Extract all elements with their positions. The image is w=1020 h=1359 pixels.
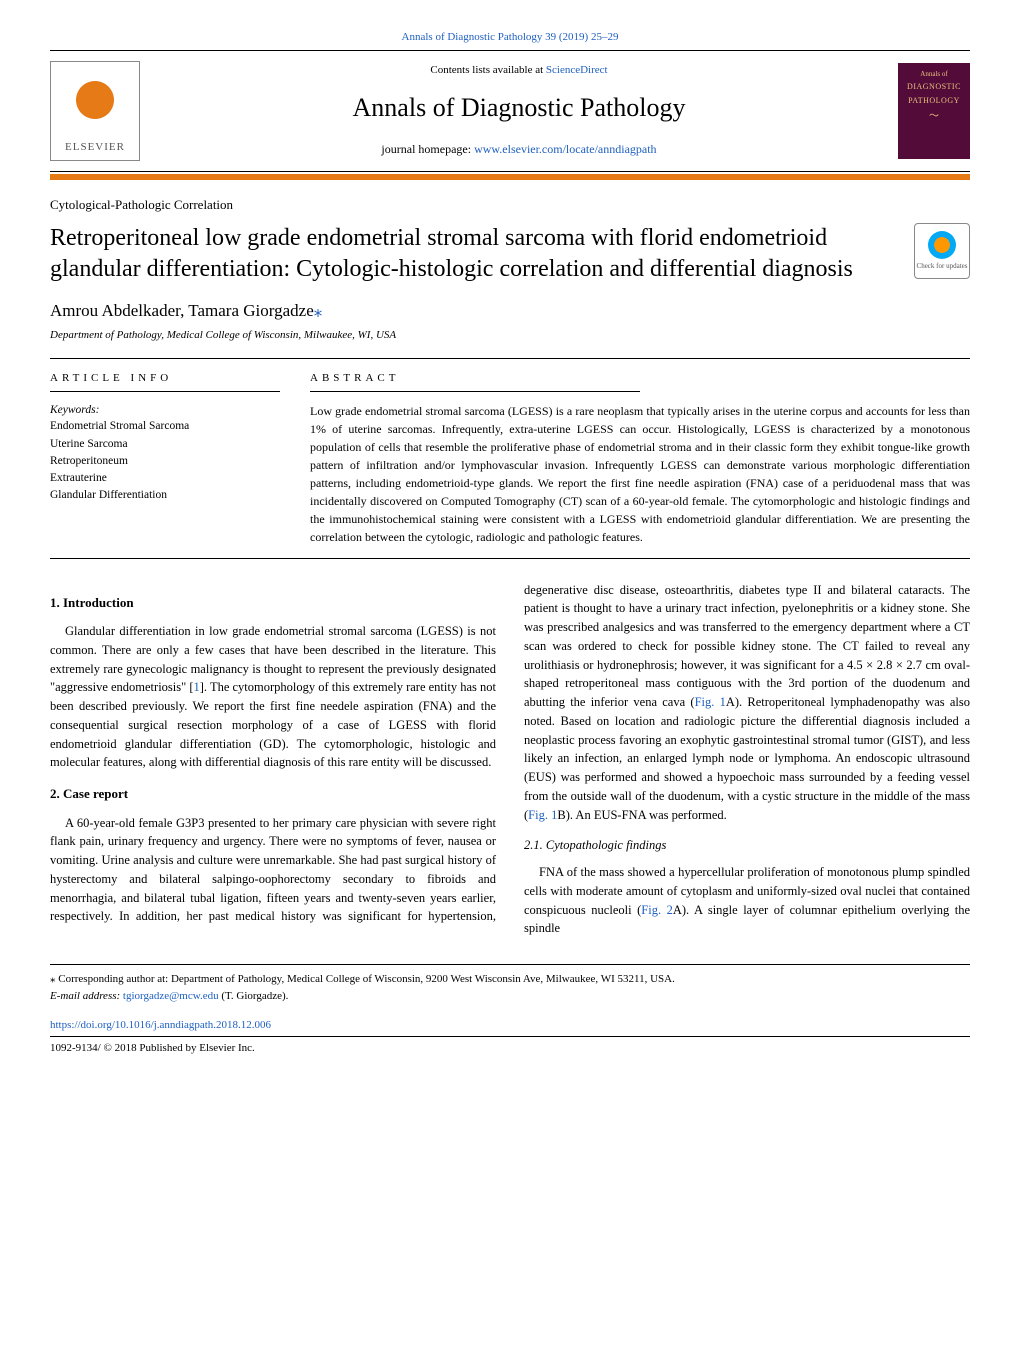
sciencedirect-link[interactable]: ScienceDirect [546,64,608,76]
rule [50,1036,970,1037]
elsevier-tree-icon [65,76,125,136]
cover-line3: PATHOLOGY [900,95,968,107]
journal-homepage: journal homepage: www.elsevier.com/locat… [140,141,898,158]
corresponding-footnote: ⁎ Corresponding author at: Department of… [50,971,970,1004]
keyword: Uterine Sarcoma [50,436,280,453]
updates-label: Check for updates [917,261,968,271]
cover-deco-icon: 〜 [900,110,968,125]
keyword: Retroperitoneum [50,453,280,470]
figure-link[interactable]: Fig. 1 [695,695,726,709]
homepage-prefix: journal homepage: [381,142,474,156]
elsevier-logo[interactable]: ELSEVIER [50,61,140,161]
contents-prefix: Contents lists available at [430,64,545,76]
affiliation: Department of Pathology, Medical College… [50,328,970,344]
author-names: Amrou Abdelkader, Tamara Giorgadze [50,301,314,320]
section-heading-case: 2. Case report [50,784,496,804]
article-info-col: ARTICLE INFO Keywords: Endometrial Strom… [50,359,280,558]
figure-link[interactable]: Fig. 2 [641,903,673,917]
updates-icon [928,231,956,259]
rule [50,171,970,172]
accent-bar [50,174,970,180]
copyright: 1092-9134/ © 2018 Published by Elsevier … [50,1041,970,1057]
rule [50,50,970,51]
doi-link[interactable]: https://doi.org/10.1016/j.anndiagpath.20… [50,1018,970,1034]
email-label: E-mail address: [50,990,123,1002]
body-columns: 1. Introduction Glandular differentiatio… [50,581,970,939]
cyto-paragraph: FNA of the mass showed a hypercellular p… [524,863,970,938]
abstract-text: Low grade endometrial stromal sarcoma (L… [310,402,970,546]
article-info-heading: ARTICLE INFO [50,371,280,387]
footnote-rule [50,964,970,965]
journal-cover-thumb[interactable]: Annals of DIAGNOSTIC PATHOLOGY 〜 [898,63,970,159]
cover-line2: DIAGNOSTIC [900,81,968,93]
intro-paragraph: Glandular differentiation in low grade e… [50,622,496,772]
elsevier-label: ELSEVIER [65,136,125,160]
check-updates-badge[interactable]: Check for updates [914,223,970,279]
keyword: Endometrial Stromal Sarcoma [50,418,280,435]
article-type: Cytological-Pathologic Correlation [50,196,970,215]
cover-line1: Annals of [900,69,968,79]
corresponding-asterisk: ⁎ [314,301,323,320]
keywords-label: Keywords: [50,402,280,419]
abstract-heading: ABSTRACT [310,371,970,387]
email-suffix: (T. Giorgadze). [219,990,289,1002]
authors: Amrou Abdelkader, Tamara Giorgadze⁎ [50,299,970,324]
info-abstract-block: ARTICLE INFO Keywords: Endometrial Strom… [50,358,970,559]
keywords-list: Endometrial Stromal Sarcoma Uterine Sarc… [50,418,280,504]
homepage-link[interactable]: www.elsevier.com/locate/anndiagpath [474,142,657,156]
keyword: Glandular Differentiation [50,487,280,504]
contents-line: Contents lists available at ScienceDirec… [140,63,898,79]
email-link[interactable]: tgiorgadze@mcw.edu [123,990,219,1002]
journal-header: ELSEVIER Contents lists available at Sci… [50,53,970,169]
keyword: Extrauterine [50,470,280,487]
abstract-col: ABSTRACT Low grade endometrial stromal s… [310,359,970,558]
journal-title: Annals of Diagnostic Pathology [140,89,898,127]
issue-citation[interactable]: Annals of Diagnostic Pathology 39 (2019)… [50,30,970,46]
subsection-heading-cyto: 2.1. Cytopathologic findings [524,836,970,855]
corr-text: ⁎ Corresponding author at: Department of… [50,971,970,988]
section-heading-intro: 1. Introduction [50,593,496,613]
article-title: Retroperitoneal low grade endometrial st… [50,223,898,285]
figure-link[interactable]: Fig. 1 [528,808,557,822]
